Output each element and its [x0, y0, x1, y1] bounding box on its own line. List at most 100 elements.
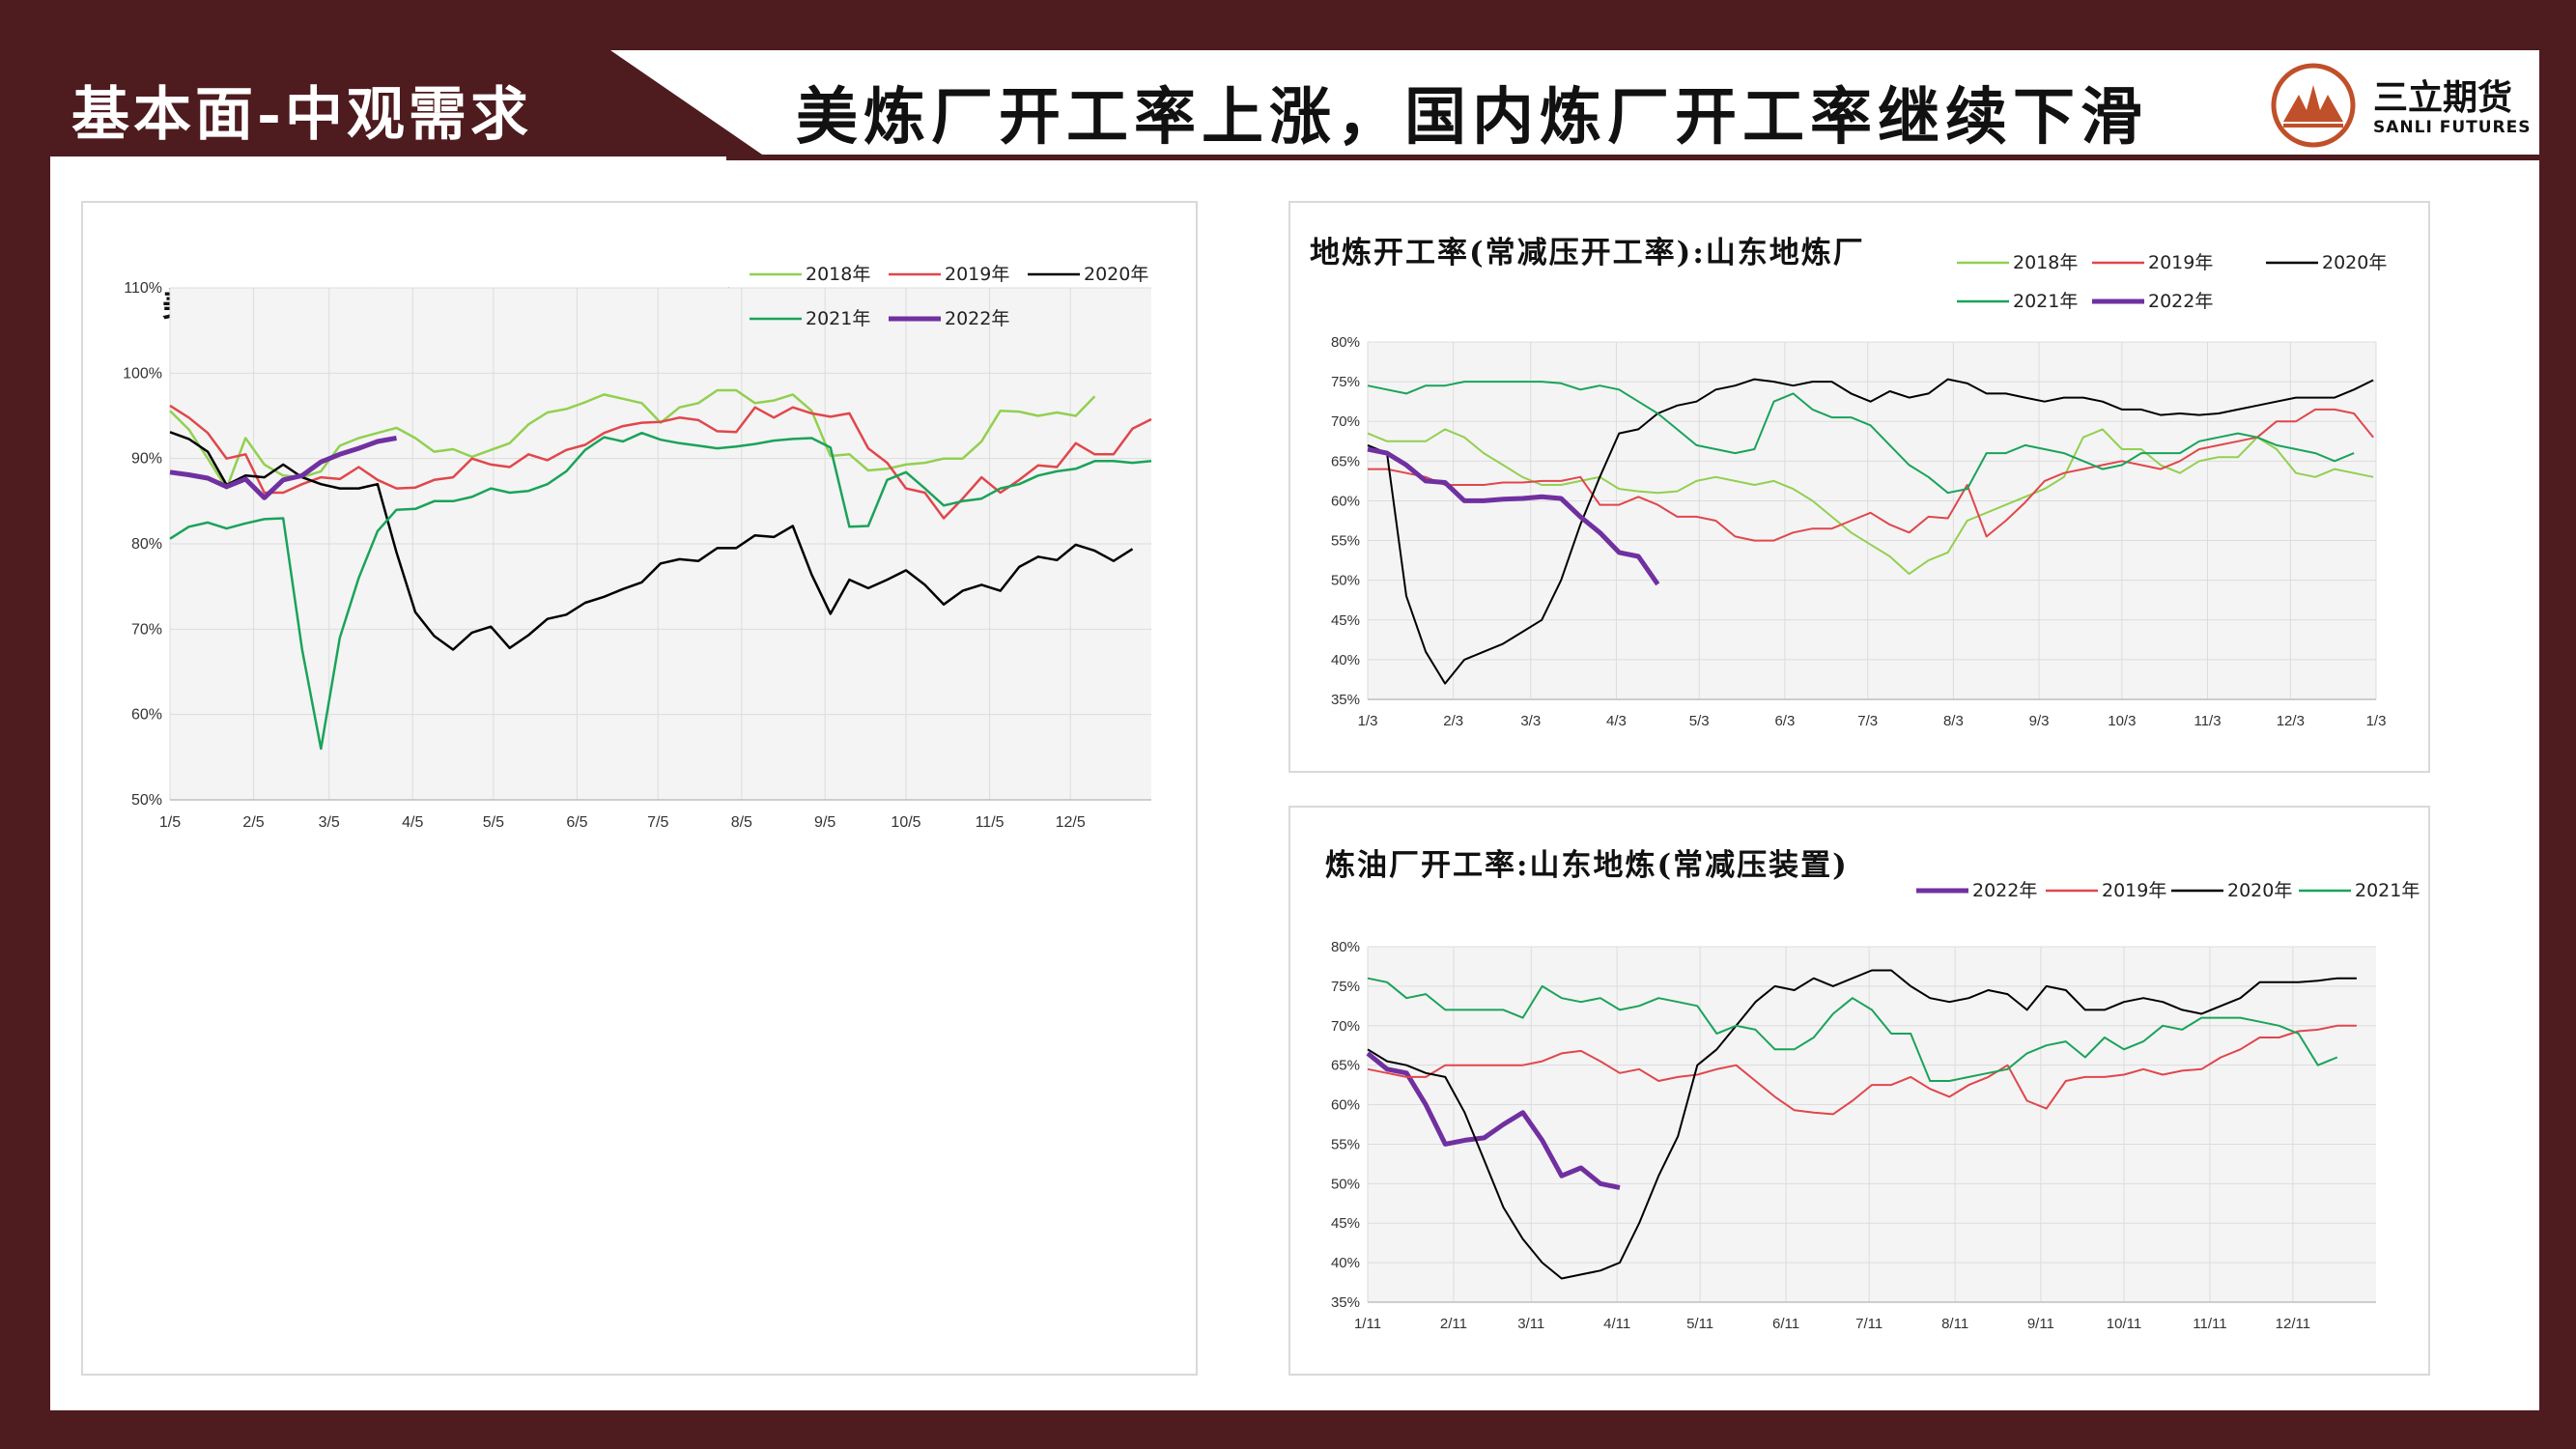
legend-item: 2020年: [2266, 252, 2387, 273]
y-tick-label: 70%: [131, 621, 162, 638]
plot-background: [1368, 342, 2376, 699]
legend-item: 2021年: [2299, 880, 2420, 901]
chart-panel-us-refinery: 美国:炼油厂的投入与使用情况:开工率 50%60%70%80%90%100%11…: [81, 201, 1198, 1376]
y-tick-label: 50%: [1331, 573, 1360, 589]
series-line-2019年: [169, 404, 1152, 520]
plot-area: 50% 60% 70% 80% 90% 100% 110% 1/5 2/5 3/5 4/5 5/5 6/…: [123, 280, 1151, 831]
legend-label: 2022年: [2148, 291, 2213, 312]
legend-item: 2021年: [750, 308, 870, 329]
x-tick-label: 11/3: [2194, 713, 2221, 729]
series-line-2022年: [169, 436, 397, 500]
legend-item: 2020年: [1028, 264, 1148, 285]
y-tick-label: 45%: [1331, 612, 1360, 629]
chart-shandong-2: 35% 40% 45% 50% 55% 60% 65% 70% 75% 80% 1/11 2/11 3/…: [1331, 880, 2420, 1332]
y-tick-label: 65%: [1331, 1058, 1360, 1074]
chart-title: 地炼开工率(常减压开工率):山东地炼厂: [1310, 236, 1865, 270]
series-line-2021年: [1367, 381, 2355, 495]
y-tick-label: 55%: [1331, 533, 1360, 550]
legend-item: 2018年: [750, 264, 870, 285]
plot-background: [1368, 947, 2376, 1302]
sanli-logo-icon: [2271, 63, 2356, 148]
x-tick-label: 7/3: [1857, 713, 1878, 729]
x-tick-label: 4/11: [1603, 1316, 1630, 1332]
x-tick-label: 12/5: [1056, 814, 1086, 831]
chart-title: 炼油厂开工率:山东地炼(常减压装置): [1325, 848, 1849, 883]
y-tick-label: 75%: [1331, 979, 1360, 995]
x-tick-label: 4/3: [1606, 713, 1627, 729]
y-tick-label: 60%: [131, 707, 162, 724]
legend-item: 2022年: [889, 308, 1009, 329]
x-tick-label: 6/3: [1774, 713, 1795, 729]
x-tick-label: 3/5: [319, 814, 340, 831]
legend-item: 2021年: [1957, 291, 2078, 312]
x-tick-label: 10/5: [891, 814, 920, 831]
y-tick-label: 40%: [1331, 1255, 1360, 1271]
legend-label: 2019年: [945, 264, 1009, 285]
x-tick-label: 2/11: [1440, 1316, 1467, 1332]
series-line-2019年: [1367, 1024, 2357, 1116]
legend-label: 2020年: [2227, 880, 2292, 901]
series-line-2020年: [1367, 378, 2374, 685]
x-tick-label: 8/3: [1943, 713, 1964, 729]
x-tick-label: 8/5: [731, 814, 752, 831]
x-tick-label: 12/3: [2277, 713, 2305, 729]
y-tick-label: 70%: [1331, 413, 1360, 430]
y-tick-label: 50%: [131, 792, 162, 809]
legend-label: 2021年: [2355, 880, 2420, 901]
x-tick-label: 8/11: [1941, 1316, 1968, 1332]
series-line-2020年: [169, 431, 1134, 651]
legend-label: 2020年: [2322, 252, 2387, 273]
y-tick-label: 75%: [1331, 374, 1360, 390]
y-tick-label: 50%: [1331, 1176, 1360, 1192]
x-tick-label: 11/5: [976, 814, 1005, 831]
x-tick-label: 7/5: [647, 814, 668, 831]
y-tick-label: 100%: [123, 365, 162, 382]
plot-area: 35% 40% 45% 50% 55% 60% 65% 70% 75% 80% 1/11 2/11 3/…: [1331, 939, 2376, 1332]
x-tick-label: 5/5: [483, 814, 504, 831]
x-tick-label: 9/5: [814, 814, 835, 831]
legend-label: 2022年: [1972, 880, 2037, 901]
legend-item: 2019年: [2046, 880, 2166, 901]
x-tick-label: 7/11: [1855, 1316, 1882, 1332]
chart-shandong-1: 35% 40% 45% 50% 55% 60% 65% 70% 75% 80% 1/3 2/3 3/3 4…: [1331, 252, 2387, 729]
x-tick-label: 6/5: [566, 814, 587, 831]
x-tick-label: 3/11: [1517, 1316, 1544, 1332]
y-tick-label: 60%: [1331, 493, 1360, 509]
x-tick-label: 10/3: [2108, 713, 2136, 729]
section-title: 基本面-中观需求: [71, 81, 532, 149]
legend-label: 2018年: [806, 264, 870, 285]
x-tick-label: 4/5: [402, 814, 423, 831]
legend-label: 2019年: [2148, 252, 2213, 273]
legend-item: 2020年: [2171, 880, 2292, 901]
y-tick-label: 60%: [1331, 1097, 1360, 1114]
y-tick-label: 110%: [124, 280, 162, 297]
chart-us: 50% 60% 70% 80% 90% 100% 110% 1/5 2/5 3/5 4/5 5/5 6/…: [123, 264, 1152, 831]
x-tick-label: 1/11: [1354, 1316, 1381, 1332]
legend-item: 2022年: [2092, 291, 2213, 312]
legend-item: 2019年: [2092, 252, 2213, 273]
x-tick-label: 1/3: [2366, 713, 2387, 729]
x-tick-label: 5/3: [1689, 713, 1710, 729]
plot-area: 35% 40% 45% 50% 55% 60% 65% 70% 75% 80% 1/3 2/3 3/3 4…: [1331, 334, 2386, 729]
y-tick-label: 70%: [1331, 1018, 1360, 1035]
series-line-2018年: [169, 388, 1096, 490]
y-tick-label: 90%: [131, 451, 162, 468]
page-title: 美炼厂开工率上涨，国内炼厂开工率继续下滑: [796, 81, 2148, 154]
y-tick-label: 45%: [1331, 1215, 1360, 1232]
y-tick-label: 80%: [1331, 939, 1360, 955]
legend-label: 2022年: [945, 308, 1009, 329]
logo-text-cn: 三立期货: [2373, 78, 2513, 118]
x-tick-label: 2/3: [1443, 713, 1463, 729]
chart-panel-shandong-2: 炼油厂开工率:山东地炼(常减压装置) 35% 40% 45% 50% 55% 60% 65%…: [1288, 806, 2430, 1376]
legend-label: 2020年: [1084, 264, 1148, 285]
legend-label: 2021年: [806, 308, 870, 329]
y-tick-label: 80%: [1331, 334, 1360, 351]
series-line-2020年: [1367, 969, 2357, 1280]
x-tick-label: 10/11: [2107, 1316, 2141, 1332]
y-tick-label: 35%: [1331, 692, 1360, 708]
legend-item: 2019年: [889, 264, 1009, 285]
logo-text-en: SANLI FUTURES: [2373, 118, 2532, 137]
x-tick-label: 12/11: [2276, 1316, 2310, 1332]
y-tick-label: 65%: [1331, 453, 1360, 469]
x-tick-label: 3/3: [1520, 713, 1541, 729]
